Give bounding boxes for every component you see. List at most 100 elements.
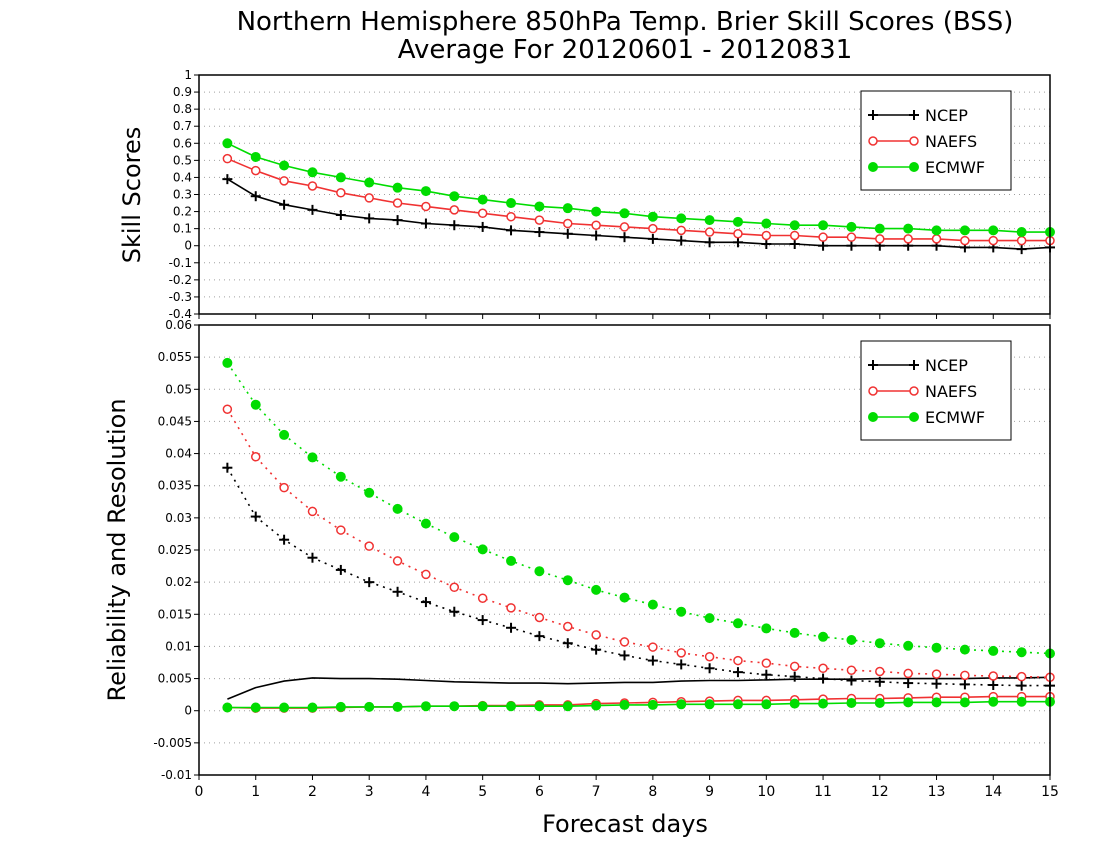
x-tick-label: 14 [984,784,1002,800]
data-point-naefs [534,215,545,225]
data-point-ncep [846,240,857,251]
data-point-naefs [477,208,488,219]
data-point-ncep [676,659,687,670]
data-point-ecmwf [534,566,545,577]
data-point-ncep [562,638,573,649]
top-frame [198,74,1051,315]
data-point-ecmwf [704,215,715,226]
data-point-ecmwf [619,699,630,710]
data-point-ecmwf [1016,227,1027,238]
data-point-naefs [619,222,630,232]
y-tick-label: 0.01 [165,639,192,653]
data-point-naefs [392,556,403,566]
data-point-naefs [733,655,743,666]
data-point-ecmwf [562,203,573,214]
data-point-ecmwf [874,638,885,649]
data-point-ecmwf [222,138,233,149]
legend-marker-ecmwf [868,162,878,172]
data-point-ecmwf [676,213,687,224]
data-point-naefs [761,230,772,241]
y-tick-label: 0.3 [173,188,192,202]
data-point-ncep [647,233,658,244]
data-point-ncep [250,511,261,522]
data-point-naefs [364,541,374,551]
x-tick-label: 11 [814,784,832,800]
x-tick-label: 10 [757,784,775,800]
data-point-ncep [534,631,545,642]
data-point-ecmwf [335,471,346,482]
data-point-naefs [648,223,658,234]
legend-marker-ncep [868,360,878,370]
legend-marker-ncep [909,360,919,370]
y-tick-label: 0.005 [158,672,192,686]
data-point-ncep [506,225,517,236]
data-point-ecmwf [534,201,545,212]
top-y-axis-title: Skill Scores [118,127,146,264]
y-tick-label: 0.2 [173,205,192,219]
data-point-ncep [818,240,829,251]
data-point-ecmwf [988,225,999,236]
data-point-naefs [903,668,913,679]
data-point-ecmwf [789,220,800,231]
legend-marker-naefs [909,136,919,146]
data-point-ecmwf [846,635,857,645]
data-point-ecmwf [506,198,517,209]
series-line-naefs [226,408,1051,679]
data-point-ncep [534,227,545,238]
data-point-naefs [988,671,999,681]
data-point-ecmwf [307,452,318,463]
x-tick-label: 3 [365,784,374,800]
x-tick-label: 0 [195,784,204,800]
reliability-resolution-panel: 0.06 0.055 0.05 0.045 0.04 0.035 0.03 0.025 0.02… [103,318,1055,782]
data-point-ecmwf [477,194,488,205]
data-point-naefs [676,648,686,658]
y-tick-label: 0 [184,704,192,718]
data-point-ncep [420,597,431,608]
data-point-ecmwf [250,399,261,410]
data-point-ncep [789,671,800,682]
data-point-ncep [619,650,630,661]
top-series [222,138,1055,255]
data-point-naefs [591,630,601,640]
legend-label-ecmwf: ECMWF [925,158,985,177]
y-tick-label: 0.8 [173,102,192,116]
data-point-ecmwf [874,698,885,708]
data-point-ncep [959,679,970,690]
legend-marker-ecmwf [909,162,919,172]
data-point-naefs [336,188,346,198]
data-point-ncep [250,191,261,202]
data-point-ncep [506,622,517,633]
data-point-ecmwf [959,644,970,655]
chart-title: Northern Hemisphere 850hPa Temp. Brier S… [237,7,1014,37]
data-point-ncep [222,174,233,185]
y-tick-label: -0.01 [161,768,192,782]
data-point-ncep [732,237,743,248]
data-point-ecmwf [364,177,375,188]
x-tick-label: 13 [928,784,946,800]
legend-marker-naefs [909,386,919,396]
data-point-ecmwf [392,182,403,193]
y-tick-label: -0.005 [153,736,192,750]
data-point-ecmwf [392,503,403,514]
data-point-ecmwf [364,701,375,712]
y-tick-label: 0.04 [165,447,192,461]
y-tick-label: -0.1 [169,256,192,270]
data-point-naefs [250,165,261,176]
data-point-naefs [1016,671,1027,682]
series-line-ncep [227,676,1051,700]
legend-marker-ecmwf [909,412,919,422]
data-point-naefs [931,234,942,244]
data-point-ecmwf [222,702,233,713]
data-point-naefs [789,230,800,241]
data-point-naefs [619,637,630,647]
y-tick-label: 0.035 [158,479,192,493]
data-point-ncep [307,552,318,563]
data-point-ecmwf [732,216,743,227]
x-axis-title: Forecast days [542,810,708,838]
data-point-naefs [931,669,942,679]
data-point-ncep [761,669,772,680]
data-point-ecmwf [279,429,290,440]
bottom-ticks: 0.06 0.055 0.05 0.045 0.04 0.035 0.03 0.025 0.02… [153,318,1051,782]
data-point-naefs [563,218,573,229]
data-point-ncep [335,564,346,575]
